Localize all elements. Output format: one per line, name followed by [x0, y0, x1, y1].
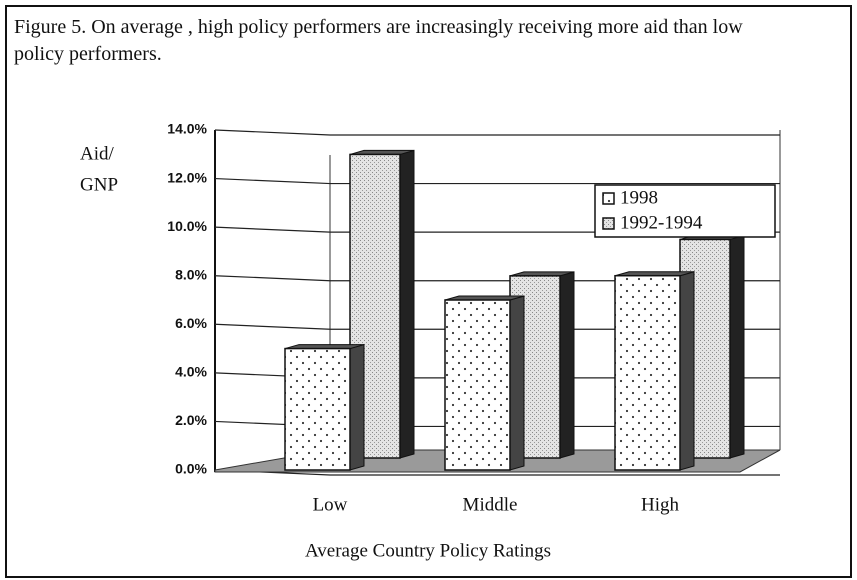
bar-side [729, 234, 745, 459]
bar-side [509, 295, 525, 471]
legend-swatch [602, 192, 615, 205]
y-label: Aid/ [80, 143, 115, 164]
y-tick-label: 2.0% [175, 412, 207, 428]
y-tick-label: 4.0% [175, 364, 207, 380]
bar-side [349, 343, 365, 471]
y-tick-label: 6.0% [175, 315, 207, 331]
bar-side [399, 149, 415, 459]
figure-frame [5, 5, 852, 578]
bar [284, 347, 351, 471]
y-tick-label: 12.0% [167, 169, 207, 185]
x-tick-label: Middle [463, 494, 518, 515]
y-label: GNP [80, 174, 118, 195]
x-tick-label: Low [313, 494, 348, 515]
y-tick-label: 14.0% [167, 121, 207, 137]
legend-label: 1998 [620, 187, 658, 208]
x-tick-label: High [641, 494, 680, 515]
bar-side [679, 271, 695, 471]
grid-line [214, 177, 780, 185]
bar [614, 274, 681, 471]
x-label: Average Country Policy Ratings [305, 540, 551, 561]
legend-swatch [602, 217, 615, 230]
y-tick-label: 10.0% [167, 218, 207, 234]
y-tick-label: 8.0% [175, 266, 207, 282]
chart-title: Figure 5. On average , high policy perfo… [14, 16, 743, 65]
legend-label: 1992-1994 [620, 212, 703, 233]
bar-side [559, 271, 575, 459]
legend-box [594, 184, 776, 238]
bar [444, 299, 511, 471]
grid-line [214, 129, 780, 136]
y-tick-label: 0.0% [175, 461, 207, 477]
